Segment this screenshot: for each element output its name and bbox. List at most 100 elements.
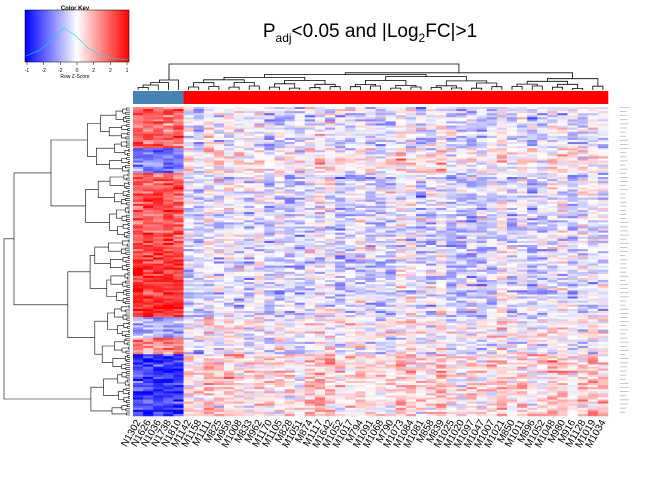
heatmap-cell [375, 107, 386, 110]
heatmap-cell [486, 177, 498, 180]
heatmap-cell [143, 236, 154, 240]
heatmap-cell [244, 271, 255, 275]
heatmap-cell [183, 207, 194, 211]
heatmap-cell [143, 218, 154, 221]
heatmap-cell [486, 259, 498, 262]
heatmap-cell [597, 187, 609, 190]
heatmap-cell [193, 111, 205, 114]
heatmap-cell [203, 263, 215, 266]
heatmap-cell [213, 249, 225, 252]
heatmap-cell [203, 247, 215, 250]
heatmap-cell [254, 195, 265, 198]
heatmap-cell [415, 294, 427, 297]
heatmap-cell [506, 195, 518, 198]
heatmap-cell [264, 212, 275, 215]
heatmap-cell [325, 203, 336, 207]
heatmap-cell [587, 185, 599, 188]
heatmap-cell [143, 232, 154, 236]
heatmap-cell [314, 263, 326, 266]
heatmap-cell [183, 265, 194, 268]
heatmap-cell [426, 205, 437, 209]
heatmap-cell [597, 205, 609, 209]
heatmap-cell [527, 290, 538, 293]
heatmap-cell [193, 267, 205, 271]
heatmap-cell [163, 236, 174, 240]
heatmap-cell [365, 207, 376, 211]
heatmap-cell [193, 152, 205, 155]
heatmap-cell [587, 158, 599, 161]
heatmap-cell [527, 183, 538, 186]
heatmap-cell [325, 174, 336, 178]
heatmap-cell [244, 135, 255, 139]
column-group-swatch [405, 91, 417, 104]
heatmap-cell [517, 296, 528, 299]
row-dendrogram-link [128, 181, 130, 185]
heatmap-cell [193, 277, 205, 281]
heatmap-cell [264, 296, 275, 299]
heatmap-cell [446, 222, 457, 225]
heatmap-cell [375, 201, 386, 205]
heatmap-cell [294, 257, 306, 260]
heatmap-cell [193, 290, 205, 293]
heatmap-cell [133, 247, 144, 250]
heatmap-cell [234, 275, 245, 279]
heatmap-cell [446, 107, 457, 110]
heatmap-cell [325, 224, 336, 227]
heatmap-cell [486, 284, 498, 287]
heatmap-cell [153, 121, 164, 124]
heatmap-cell [517, 164, 528, 168]
heatmap-cell [223, 119, 235, 122]
heatmap-cell [567, 220, 578, 223]
heatmap-cell [456, 205, 467, 209]
heatmap-cell [183, 109, 194, 112]
heatmap-cell [304, 133, 316, 137]
heatmap-cell [314, 296, 326, 299]
heatmap-cell [193, 148, 205, 151]
heatmap-cell [173, 234, 184, 238]
heatmap-cell [517, 267, 528, 271]
heatmap-cell [547, 193, 558, 196]
heatmap-cell [163, 313, 174, 316]
heatmap-cell [314, 253, 326, 256]
heatmap-cell [567, 150, 578, 153]
heatmap-cell [203, 212, 215, 215]
heatmap-cell [335, 232, 346, 236]
heatmap-cell [183, 249, 194, 252]
heatmap-cell [193, 189, 205, 192]
heatmap-cell [506, 191, 518, 194]
heatmap-cell [244, 152, 255, 155]
column-group-swatch [355, 91, 366, 104]
heatmap-cell [274, 277, 285, 281]
heatmap-cell [537, 251, 548, 254]
heatmap-cell [153, 137, 164, 141]
heatmap-cell [294, 294, 306, 297]
heatmap-cell [405, 304, 417, 308]
heatmap-cell [597, 228, 609, 231]
heatmap-cell [193, 160, 205, 163]
heatmap-cell [415, 123, 427, 126]
heatmap-cell [325, 284, 336, 287]
heatmap-cell [395, 238, 407, 242]
heatmap-cell [517, 115, 528, 118]
heatmap-cell [304, 308, 316, 312]
heatmap-cell [203, 304, 215, 308]
heatmap-cell [294, 271, 306, 275]
heatmap-cell [486, 265, 498, 268]
heatmap-cell [244, 238, 255, 242]
heatmap-cell [496, 113, 508, 116]
heatmap-cell [577, 107, 589, 110]
heatmap-cell [143, 230, 154, 233]
heatmap-cell [405, 127, 417, 130]
heatmap-cell [537, 222, 548, 225]
heatmap-cell [284, 230, 296, 233]
heatmap-cell [395, 298, 407, 301]
heatmap-cell [143, 245, 154, 248]
heatmap-cell [234, 271, 245, 275]
heatmap-cell [294, 210, 306, 213]
heatmap-cell [537, 133, 548, 137]
heatmap-cell [587, 240, 599, 244]
heatmap-cell [304, 162, 316, 165]
heatmap-cell [527, 224, 538, 227]
heatmap-cell [274, 238, 285, 242]
row-dendrogram-link [97, 180, 115, 198]
